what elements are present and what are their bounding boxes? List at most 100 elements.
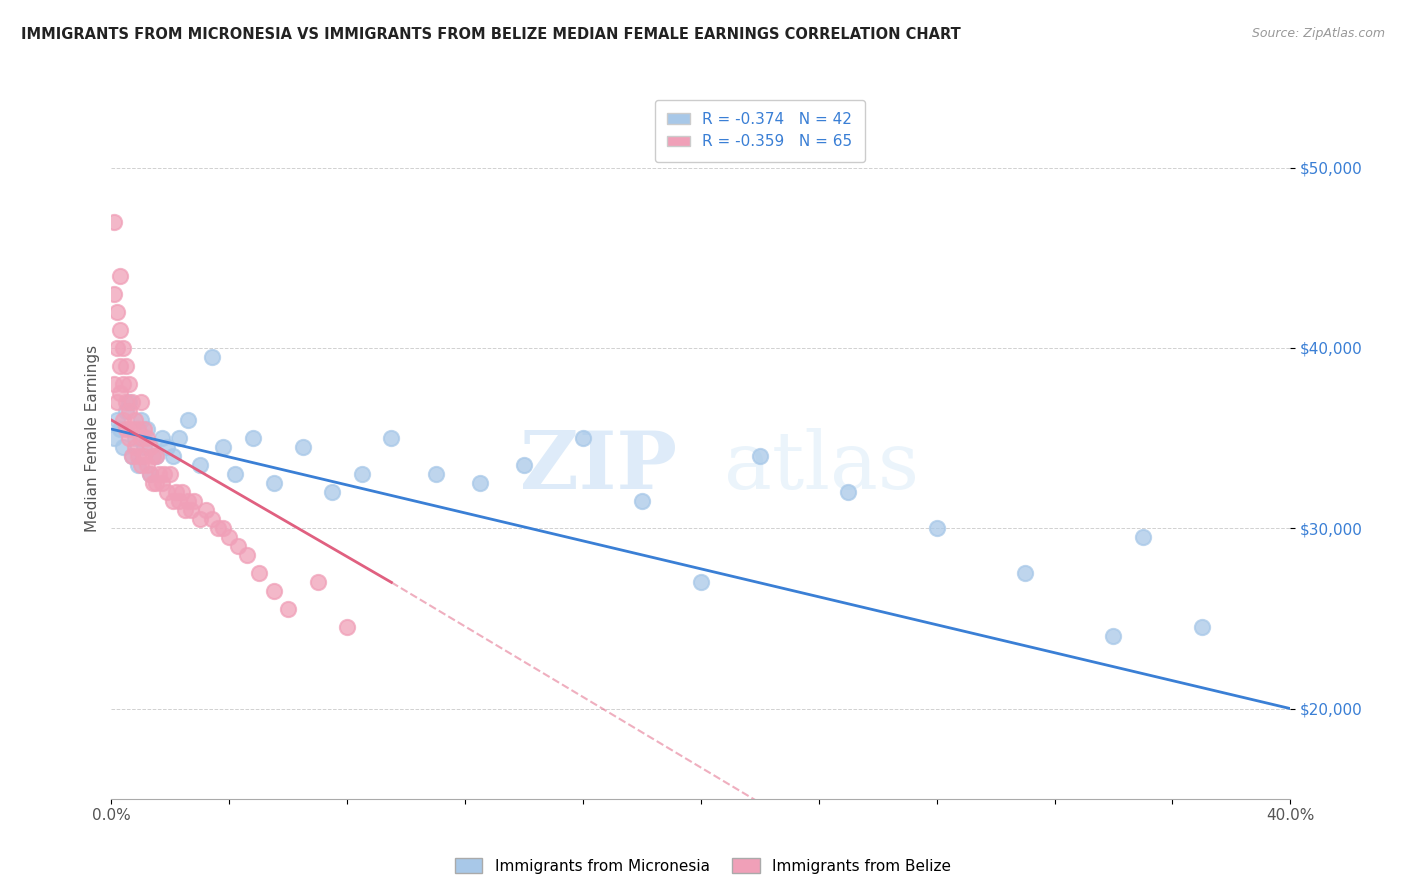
Point (145, 449, 167, 463)
Point (118, 404, 141, 418)
Point (112, 440, 135, 454)
Point (277, 602, 299, 616)
Point (124, 440, 146, 454)
Point (110, 386, 132, 401)
Point (180, 503, 202, 517)
Y-axis label: Median Female Earnings: Median Female Earnings (86, 344, 100, 532)
Point (172, 485, 194, 500)
Point (242, 431, 264, 445)
Point (121, 395, 143, 409)
Point (124, 413, 146, 427)
Point (183, 494, 205, 508)
Point (1132, 530, 1154, 544)
Point (174, 503, 197, 517)
Point (162, 449, 184, 463)
Point (115, 359, 138, 373)
Point (513, 458, 536, 472)
Point (224, 467, 246, 482)
Point (321, 485, 343, 500)
Point (103, 431, 125, 445)
Point (121, 449, 143, 463)
Point (105, 413, 128, 427)
Point (129, 395, 152, 409)
Point (145, 449, 167, 463)
Point (1191, 620, 1213, 634)
Point (118, 376, 141, 391)
Point (132, 440, 155, 454)
Point (142, 476, 165, 491)
Point (425, 467, 447, 482)
Text: atlas: atlas (724, 428, 920, 506)
Point (118, 395, 141, 409)
Point (925, 521, 948, 535)
Point (105, 395, 128, 409)
Point (138, 440, 160, 454)
Point (110, 422, 132, 436)
Point (188, 512, 211, 526)
Point (159, 467, 181, 482)
Point (291, 440, 314, 454)
Point (115, 422, 138, 436)
Point (135, 458, 157, 472)
Point (236, 549, 259, 563)
Point (837, 485, 859, 500)
Point (167, 431, 190, 445)
Point (115, 395, 138, 409)
Point (127, 449, 149, 463)
Point (468, 476, 491, 491)
Point (110, 323, 132, 337)
Point (380, 431, 402, 445)
Point (112, 413, 135, 427)
Point (153, 467, 176, 482)
Point (218, 530, 240, 544)
Point (156, 485, 179, 500)
Point (127, 422, 149, 436)
Point (105, 341, 128, 355)
Point (188, 458, 211, 472)
Point (105, 305, 128, 319)
Point (207, 521, 229, 535)
Text: IMMIGRANTS FROM MICRONESIA VS IMMIGRANTS FROM BELIZE MEDIAN FEMALE EARNINGS CORR: IMMIGRANTS FROM MICRONESIA VS IMMIGRANTS… (21, 27, 960, 42)
Point (110, 359, 132, 373)
Point (201, 350, 224, 364)
Point (194, 503, 217, 517)
Point (165, 485, 187, 500)
Point (167, 494, 190, 508)
Point (135, 431, 157, 445)
Point (263, 584, 285, 599)
Point (135, 422, 157, 436)
Point (124, 431, 146, 445)
Point (748, 449, 770, 463)
Point (226, 539, 249, 553)
Point (138, 467, 160, 482)
Text: Source: ZipAtlas.com: Source: ZipAtlas.com (1251, 27, 1385, 40)
Point (112, 341, 135, 355)
Point (110, 268, 132, 283)
Point (336, 620, 359, 634)
Point (201, 512, 224, 526)
Text: ZIP: ZIP (520, 428, 678, 506)
Point (112, 376, 135, 391)
Point (145, 476, 167, 491)
Point (177, 494, 200, 508)
Point (1014, 566, 1036, 581)
Point (307, 575, 329, 590)
Point (148, 467, 170, 482)
Point (115, 404, 138, 418)
Point (350, 467, 373, 482)
Point (150, 476, 173, 491)
Point (689, 575, 711, 590)
Point (156, 440, 179, 454)
Point (129, 413, 152, 427)
Point (129, 458, 152, 472)
Point (142, 449, 165, 463)
Point (132, 449, 155, 463)
Point (138, 467, 160, 482)
Point (572, 431, 595, 445)
Point (1102, 630, 1125, 644)
Point (162, 494, 184, 508)
Point (631, 494, 654, 508)
Point (103, 376, 125, 391)
Point (212, 440, 235, 454)
Point (118, 431, 141, 445)
